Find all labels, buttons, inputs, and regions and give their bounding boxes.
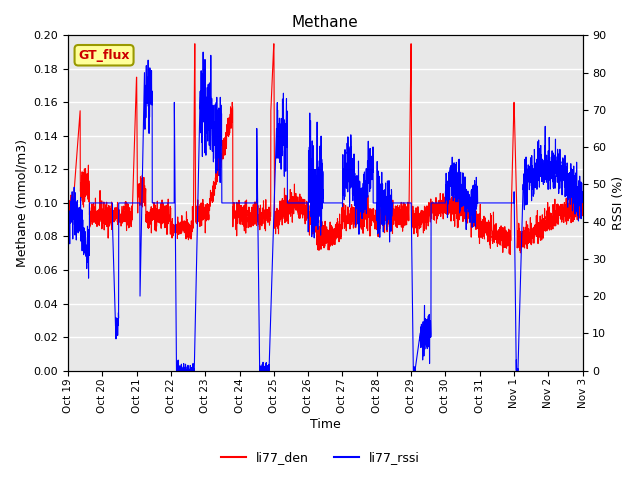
Title: Methane: Methane [292, 15, 358, 30]
Legend: li77_den, li77_rssi: li77_den, li77_rssi [216, 446, 424, 469]
Y-axis label: RSSI (%): RSSI (%) [612, 176, 625, 230]
Y-axis label: Methane (mmol/m3): Methane (mmol/m3) [15, 139, 28, 267]
X-axis label: Time: Time [310, 419, 340, 432]
Text: GT_flux: GT_flux [78, 49, 130, 62]
